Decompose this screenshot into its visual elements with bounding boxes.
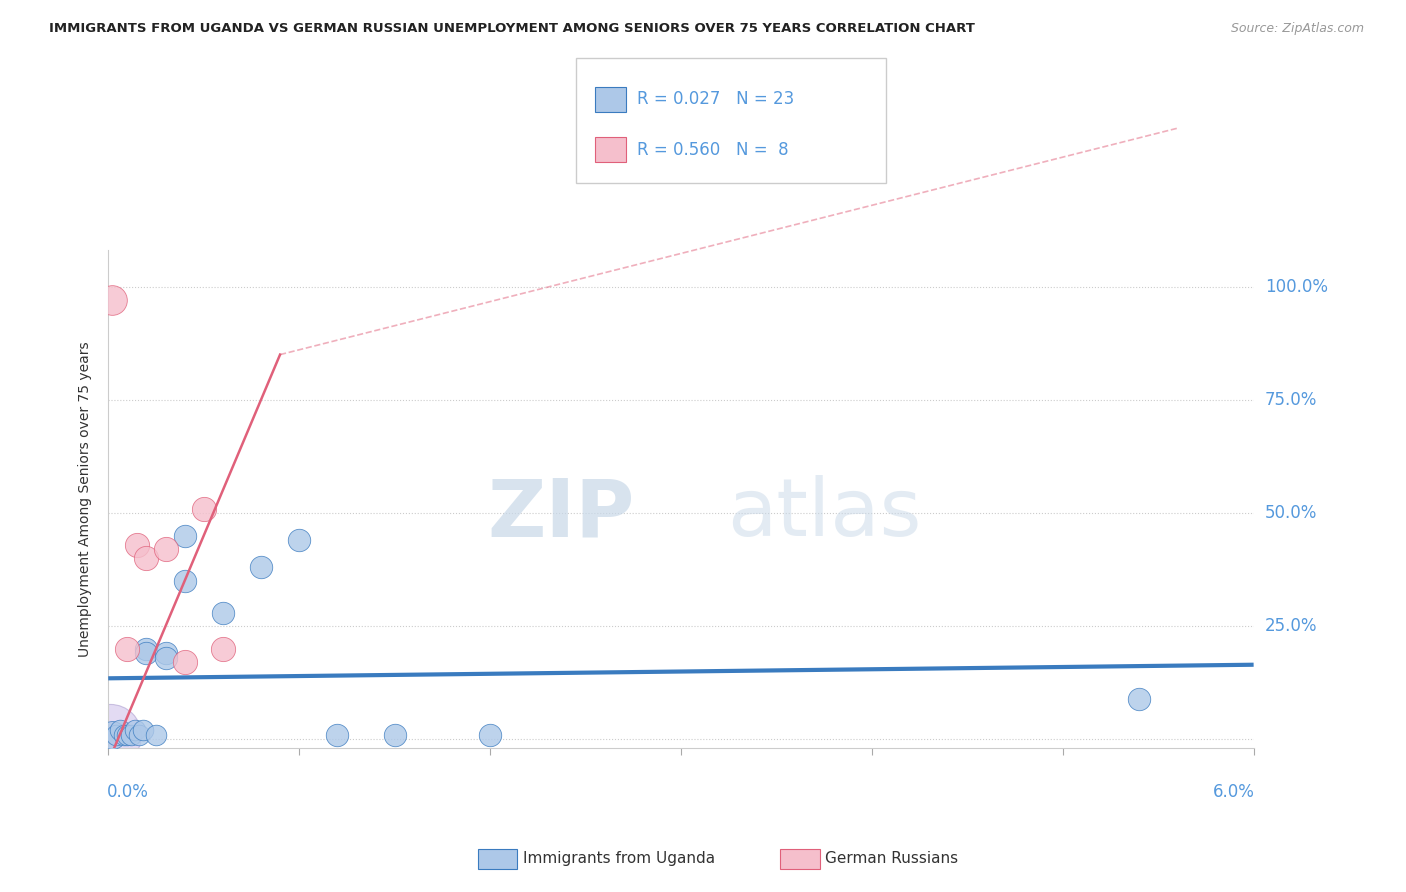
Point [101, 728, 124, 742]
Point [326, 728, 349, 742]
Text: R = 0.027   N = 23: R = 0.027 N = 23 [637, 90, 794, 108]
Point [155, 651, 177, 665]
Point [193, 501, 215, 516]
Point [384, 728, 406, 742]
Point [101, 293, 124, 308]
Point [1128, 691, 1150, 706]
Point [104, 728, 127, 742]
Point [135, 551, 157, 566]
Point [120, 728, 142, 742]
Point [250, 560, 273, 574]
Point [173, 529, 195, 543]
Point [125, 538, 148, 552]
Text: 6.0%: 6.0% [1213, 783, 1254, 801]
Text: Source: ZipAtlas.com: Source: ZipAtlas.com [1230, 22, 1364, 36]
Text: atlas: atlas [727, 475, 921, 553]
Point [155, 542, 177, 557]
Point [131, 723, 153, 738]
Point [128, 728, 150, 742]
Point [155, 647, 177, 661]
Point [479, 728, 502, 742]
Text: R = 0.560   N =  8: R = 0.560 N = 8 [637, 141, 789, 159]
Point [108, 723, 131, 738]
Point [145, 728, 167, 742]
Text: 25.0%: 25.0% [1265, 617, 1317, 635]
Point [117, 641, 139, 656]
Text: 75.0%: 75.0% [1265, 391, 1317, 409]
Y-axis label: Unemployment Among Seniors over 75 years: Unemployment Among Seniors over 75 years [79, 342, 93, 657]
Text: IMMIGRANTS FROM UGANDA VS GERMAN RUSSIAN UNEMPLOYMENT AMONG SENIORS OVER 75 YEAR: IMMIGRANTS FROM UGANDA VS GERMAN RUSSIAN… [49, 22, 976, 36]
Text: 50.0%: 50.0% [1265, 504, 1317, 522]
Point [211, 641, 233, 656]
Text: 100.0%: 100.0% [1265, 277, 1327, 296]
Point [288, 533, 311, 548]
Point [98, 728, 121, 742]
Point [211, 606, 233, 620]
Point [135, 647, 157, 661]
Text: German Russians: German Russians [825, 852, 959, 866]
Text: ZIP: ZIP [488, 475, 636, 553]
Point [117, 728, 139, 742]
Point [135, 641, 157, 656]
Point [112, 728, 135, 742]
Point [173, 574, 195, 588]
Text: 0.0%: 0.0% [107, 783, 149, 801]
Text: Immigrants from Uganda: Immigrants from Uganda [523, 852, 716, 866]
Point [124, 723, 146, 738]
Point [173, 656, 195, 670]
